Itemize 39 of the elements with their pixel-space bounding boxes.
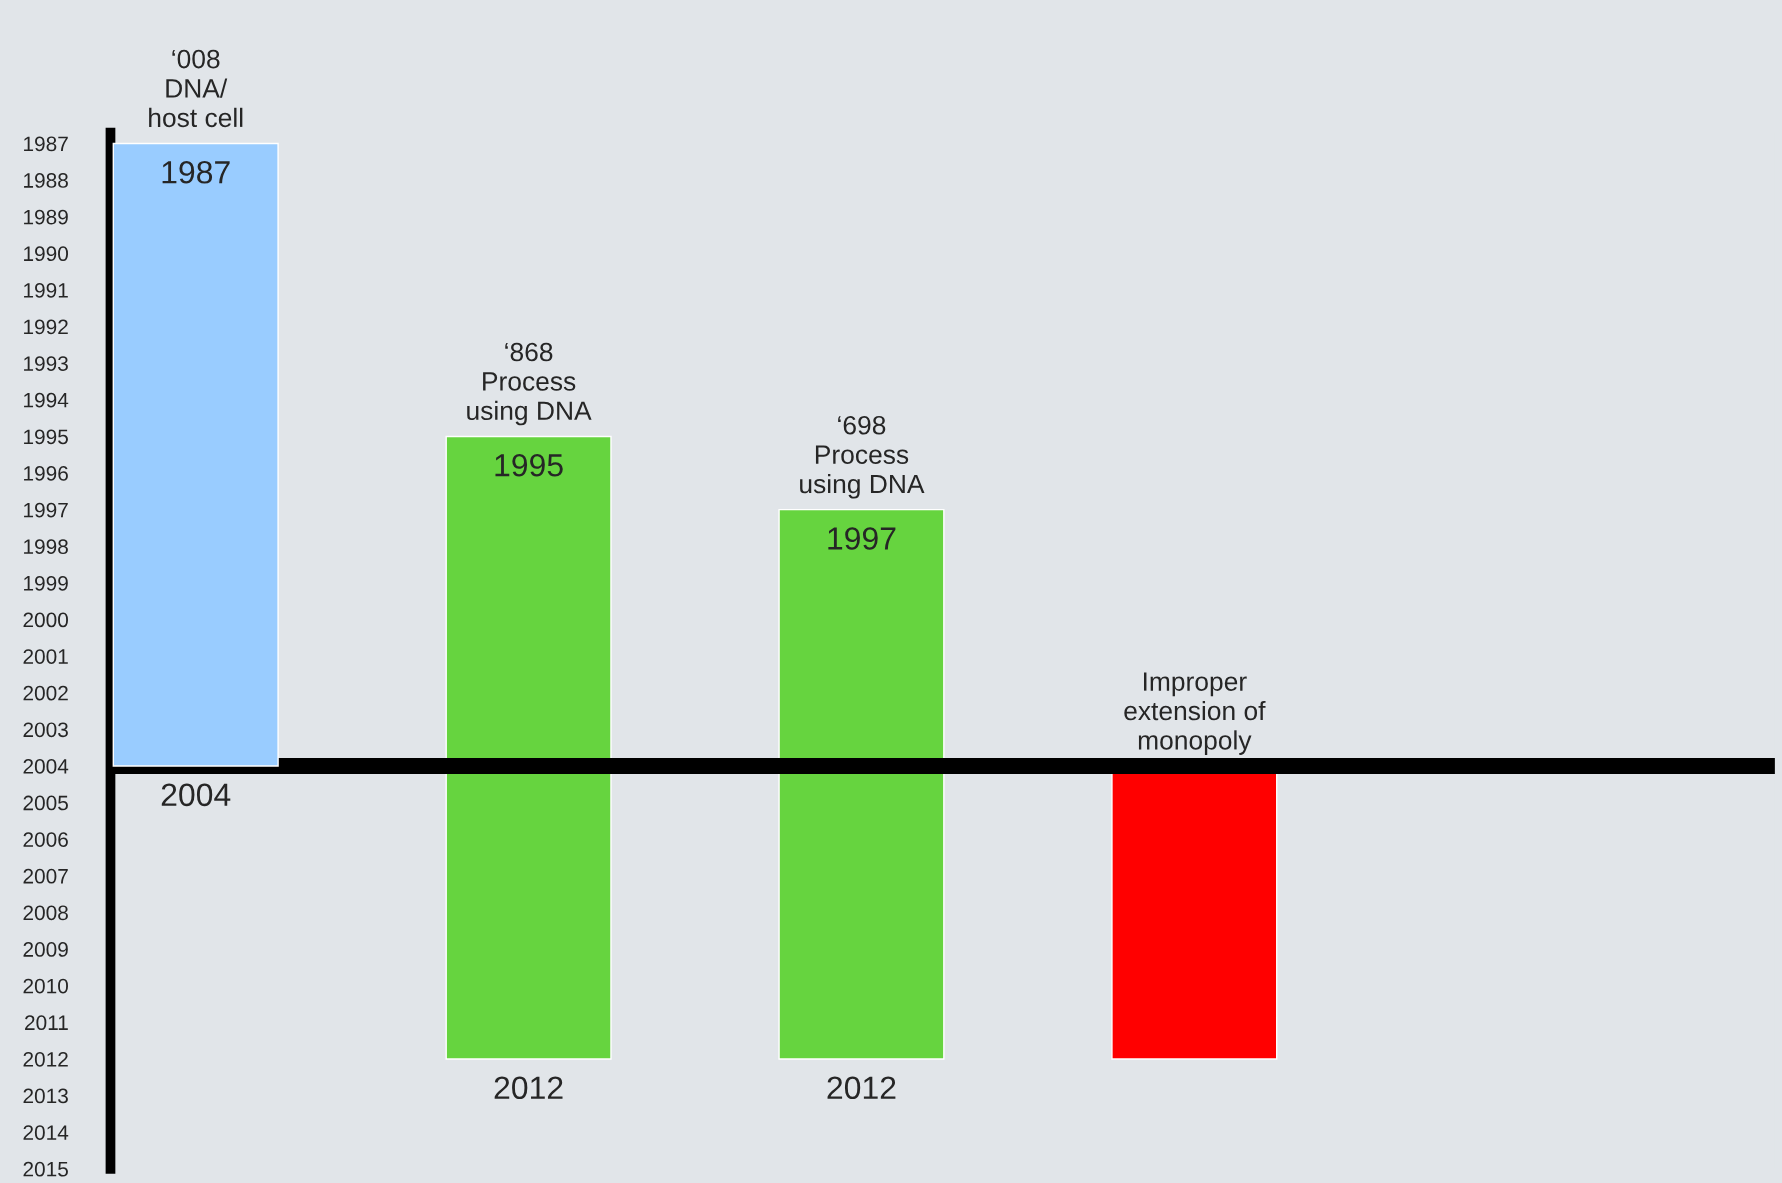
y-tick-label: 1993 (24, 356, 68, 371)
annotation: 1995 (495, 453, 563, 477)
x-tick-label: Improper extension of monopoly (1124, 672, 1266, 755)
y-tick-label: 2006 (23, 832, 68, 847)
annotation: 1997 (828, 527, 896, 550)
y-tick-label: 2003 (23, 722, 68, 738)
y-tick-label: 1991 (24, 282, 68, 298)
y-tick-label: 1990 (24, 246, 69, 262)
y-tick-label: 1996 (24, 466, 68, 481)
y-tick-label: 2000 (23, 612, 69, 628)
y-tick-label: 2002 (23, 685, 68, 701)
y-tick-label: 2008 (23, 905, 68, 921)
y-tick-label: 2005 (23, 795, 68, 811)
y-tick-label: 1995 (24, 429, 68, 445)
annotation: 2004 (161, 783, 231, 807)
y-tick-label: 2014 (23, 1125, 69, 1140)
x-tick-label: ‘698 Process using DNA (800, 415, 925, 499)
y-tick-label: 1992 (24, 319, 68, 335)
y-tick-label: 2010 (23, 978, 69, 994)
y-tick-label: 1989 (24, 209, 68, 225)
x-tick-label: ‘008 DNA/ host cell (149, 49, 243, 128)
y-tick-label: 1999 (24, 575, 68, 591)
y-tick-label: 1997 (24, 502, 68, 518)
y-tick-label: 2004 (23, 759, 69, 774)
y-tick-label: 2012 (23, 1051, 68, 1067)
annotation: 1987 (162, 160, 230, 184)
annotation: 2012 (494, 1076, 563, 1100)
annotation: 2012 (827, 1076, 896, 1100)
y-tick-label: 2015 (23, 1161, 68, 1177)
y-tick-label: 1987 (24, 136, 68, 152)
y-tick-label: 2007 (23, 868, 68, 884)
x-tick-label: ‘868 Process using DNA (467, 342, 592, 426)
y-tick-label: 1994 (24, 392, 69, 408)
y-tick-label: 2001 (23, 649, 68, 664)
y-tick-label: 2009 (23, 942, 68, 957)
y-tick-label: 2013 (23, 1088, 68, 1104)
y-tick-label: 2011 (25, 1015, 68, 1031)
y-tick-label: 1998 (24, 539, 68, 555)
y-tick-label: 1988 (24, 173, 68, 188)
